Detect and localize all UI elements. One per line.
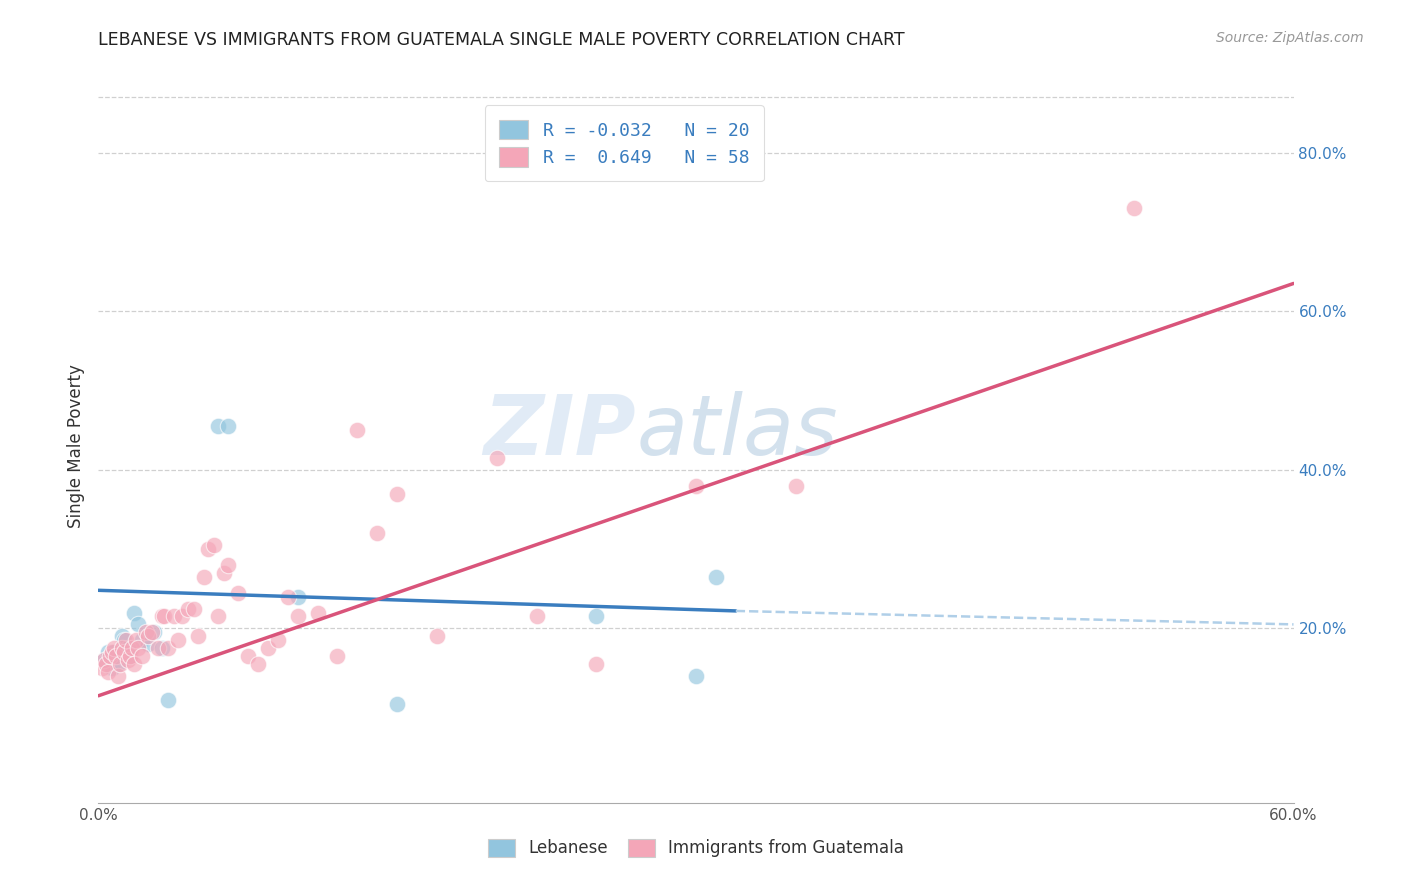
Point (307, 606, 329, 620)
Point (217, 558, 239, 572)
Point (112, 633, 135, 648)
Point (121, 641, 143, 656)
Point (131, 649, 153, 664)
Point (135, 625, 157, 640)
Point (172, 609, 194, 624)
Point (157, 641, 180, 656)
Point (93, 653, 115, 667)
Y-axis label: Single Male Poverty: Single Male Poverty (66, 364, 84, 528)
Point (124, 606, 146, 620)
Point (107, 657, 129, 671)
Point (112, 645, 135, 659)
Point (153, 609, 176, 624)
Point (111, 641, 134, 656)
Point (277, 590, 299, 604)
Point (127, 641, 149, 656)
Point (197, 542, 219, 557)
Point (485, 450, 508, 465)
Point (127, 617, 149, 632)
Point (287, 609, 309, 624)
Point (177, 601, 200, 615)
Text: ZIP: ZIP (484, 392, 637, 472)
Text: Source: ZipAtlas.com: Source: ZipAtlas.com (1216, 31, 1364, 45)
Point (217, 419, 239, 434)
Point (526, 609, 548, 624)
Point (111, 629, 134, 643)
Point (97, 665, 120, 679)
Point (105, 649, 128, 664)
Point (785, 478, 807, 492)
Point (366, 526, 388, 541)
Point (385, 697, 409, 711)
Point (267, 633, 290, 648)
Point (585, 657, 607, 671)
Point (585, 609, 607, 624)
Point (150, 641, 173, 656)
Text: atlas: atlas (637, 392, 838, 472)
Point (385, 486, 409, 500)
Point (93, 653, 115, 667)
Point (246, 657, 269, 671)
Point (207, 419, 229, 434)
Point (105, 649, 128, 664)
Legend: Lebanese, Immigrants from Guatemala: Lebanese, Immigrants from Guatemala (479, 830, 912, 866)
Point (212, 566, 235, 580)
Point (101, 645, 124, 659)
Point (163, 609, 186, 624)
Point (207, 609, 229, 624)
Point (148, 641, 170, 656)
Point (100, 649, 122, 664)
Point (107, 669, 129, 683)
Text: LEBANESE VS IMMIGRANTS FROM GUATEMALA SINGLE MALE POVERTY CORRELATION CHART: LEBANESE VS IMMIGRANTS FROM GUATEMALA SI… (98, 31, 905, 49)
Point (193, 570, 215, 584)
Point (91, 661, 114, 675)
Point (167, 633, 190, 648)
Point (136, 629, 159, 643)
Point (346, 423, 368, 437)
Point (103, 645, 125, 659)
Point (256, 641, 278, 656)
Point (117, 653, 139, 667)
Point (125, 633, 148, 648)
Point (120, 649, 142, 664)
Point (426, 629, 449, 643)
Point (685, 669, 707, 683)
Point (117, 641, 139, 656)
Point (157, 692, 180, 706)
Point (150, 609, 173, 624)
Point (97, 645, 120, 659)
Point (287, 590, 309, 604)
Point (103, 641, 125, 656)
Point (101, 661, 124, 675)
Point (120, 649, 142, 664)
Point (131, 633, 153, 648)
Point (704, 570, 727, 584)
Point (183, 601, 205, 615)
Point (685, 478, 707, 492)
Point (115, 633, 138, 648)
Point (226, 585, 249, 599)
Point (236, 649, 259, 664)
Point (143, 625, 166, 640)
Point (202, 538, 225, 552)
Point (187, 629, 209, 643)
Point (326, 649, 349, 664)
Point (110, 657, 132, 671)
Point (136, 637, 159, 651)
Point (141, 625, 163, 640)
Point (124, 657, 146, 671)
Point (1123, 201, 1146, 215)
Point (96, 657, 118, 671)
